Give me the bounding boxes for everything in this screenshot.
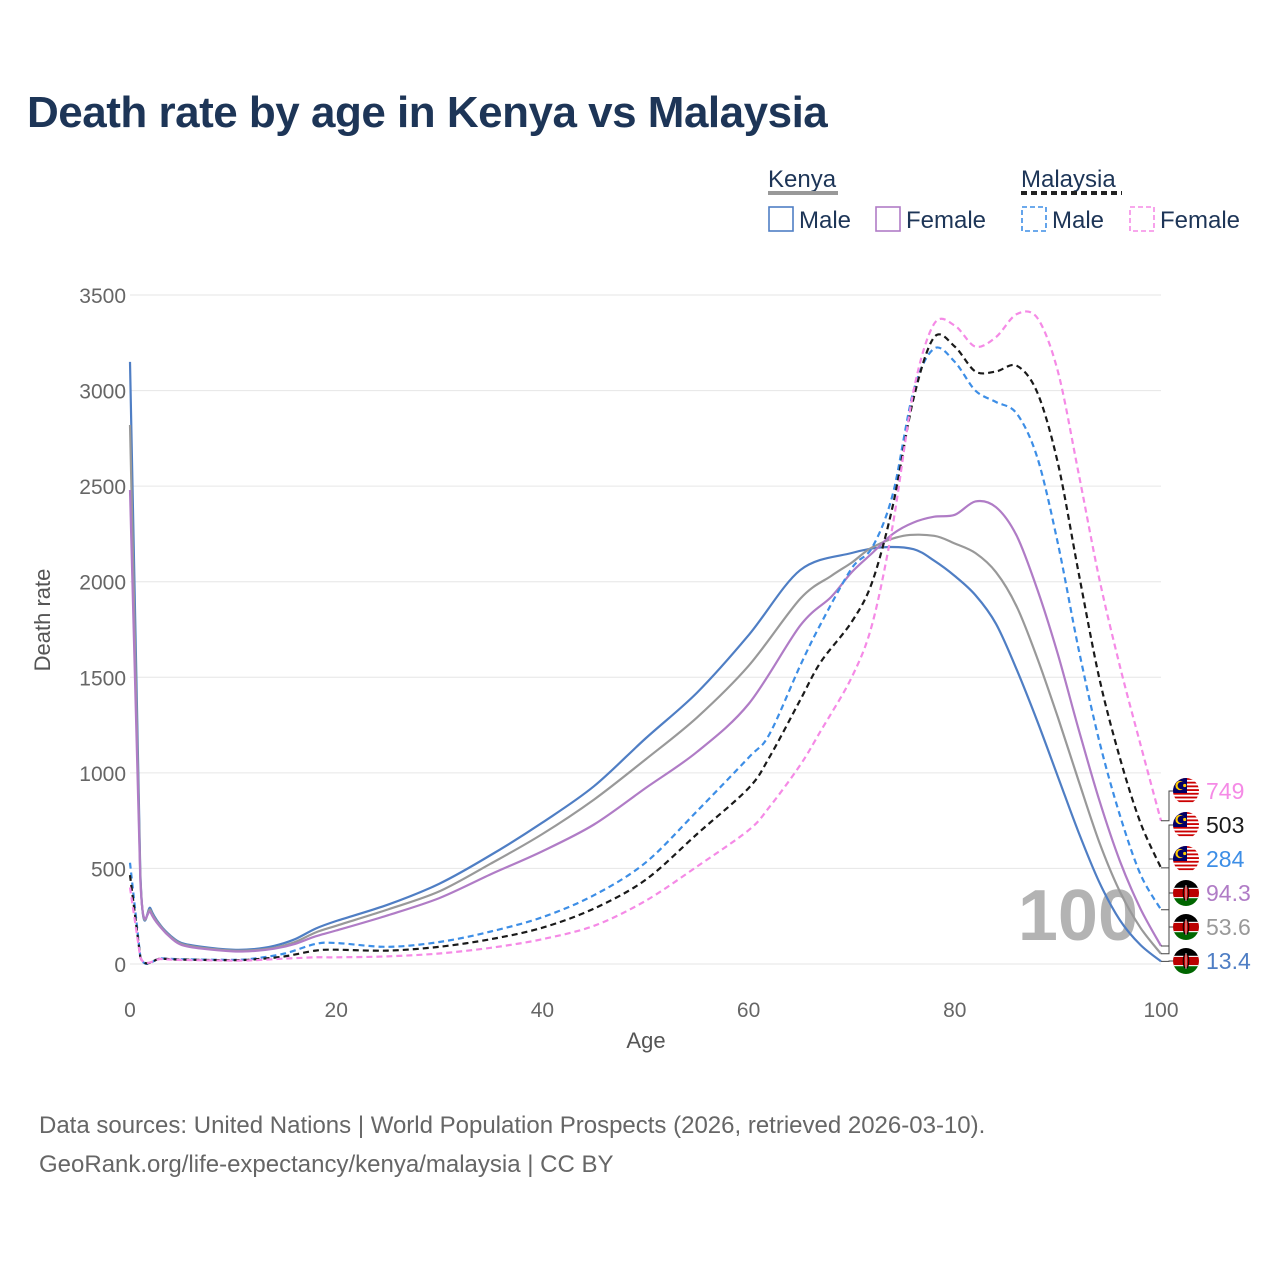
series-line-malaysia-both <box>128 333 1163 965</box>
end-label-value: 284 <box>1206 846 1245 872</box>
end-label-value: 94.3 <box>1206 880 1251 906</box>
legend-item-label: Male <box>1052 207 1104 234</box>
legend-item-label: Female <box>1160 207 1240 234</box>
y-tick-label: 2500 <box>79 476 126 499</box>
malaysia-flag-icon <box>1173 812 1199 838</box>
sources-line-1: Data sources: United Nations | World Pop… <box>39 1112 986 1139</box>
end-label-connector <box>1161 858 1173 911</box>
y-tick-label: 500 <box>91 858 126 881</box>
x-axis-ticks: 0 20 40 60 80 100 <box>124 999 1178 1022</box>
end-label-value: 13.4 <box>1206 948 1251 974</box>
end-label-connector <box>1161 790 1173 822</box>
series-line-kenya-male <box>128 361 1162 963</box>
end-label-value: 503 <box>1206 812 1244 838</box>
series-line-malaysia-male <box>128 346 1162 965</box>
x-axis-title: Age <box>626 1028 665 1053</box>
end-label-connector <box>1161 892 1173 947</box>
chart-title: Death rate by age in Kenya vs Malaysia <box>27 88 828 137</box>
kenya-flag-icon <box>1173 880 1199 906</box>
kenya-flag-icon <box>1173 948 1199 974</box>
end-label-connector <box>1161 926 1173 955</box>
sources-line-2: GeoRank.org/life-expectancy/kenya/malays… <box>39 1151 614 1178</box>
legend-swatch <box>768 206 794 232</box>
y-tick-label: 3000 <box>79 381 126 404</box>
legend: Kenya Malaysia Male Female Male Female <box>768 166 1240 234</box>
kenya-flag-icon <box>1173 914 1199 940</box>
x-tick-label: 80 <box>943 999 966 1022</box>
malaysia-flag-icon <box>1173 778 1199 804</box>
x-tick-label: 100 <box>1143 999 1178 1022</box>
series-line-malaysia-female <box>128 310 1163 964</box>
legend-swatch <box>1129 206 1155 232</box>
y-tick-label: 1500 <box>79 667 126 690</box>
end-labels: 749 503 284 94.3 53.6 13.4 <box>1161 778 1251 974</box>
legend-item-label: Female <box>906 207 986 234</box>
y-axis-ticks: 0 500 1000 1500 2000 2500 3000 3500 <box>79 285 126 977</box>
year-watermark: 100 <box>1018 876 1138 956</box>
x-tick-label: 60 <box>737 999 760 1022</box>
legend-group-title-kenya: Kenya <box>768 166 837 193</box>
y-axis-title: Death rate <box>30 569 55 672</box>
grid-lines <box>130 294 1161 965</box>
series-lines <box>128 310 1163 965</box>
legend-swatch <box>1021 206 1047 232</box>
series-line-kenya-female <box>128 489 1162 953</box>
series-line-kenya-both <box>128 424 1162 955</box>
y-tick-label: 3500 <box>79 285 126 308</box>
y-tick-label: 1000 <box>79 763 126 786</box>
y-tick-label: 2000 <box>79 572 126 595</box>
legend-swatch <box>875 206 901 232</box>
x-tick-label: 20 <box>325 999 348 1022</box>
end-label-value: 53.6 <box>1206 914 1251 940</box>
legend-item-label: Male <box>799 207 851 234</box>
end-label-connector <box>1161 824 1173 869</box>
end-label-value: 749 <box>1206 778 1244 804</box>
x-tick-label: 40 <box>531 999 554 1022</box>
malaysia-flag-icon <box>1173 846 1199 872</box>
data-sources: Data sources: United Nations | World Pop… <box>39 1106 985 1184</box>
x-tick-label: 0 <box>124 999 136 1022</box>
legend-group-title-malaysia: Malaysia <box>1021 166 1116 193</box>
y-tick-label: 0 <box>114 954 126 977</box>
